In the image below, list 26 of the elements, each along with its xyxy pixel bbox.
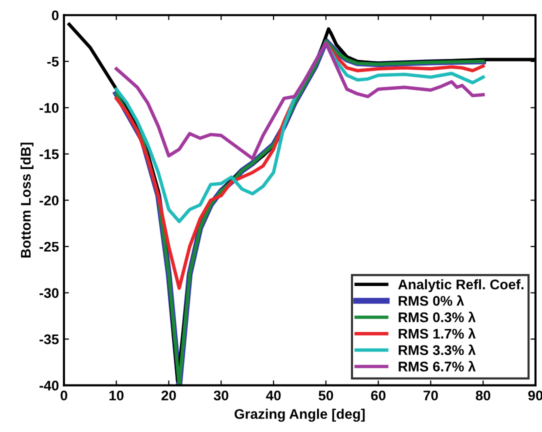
y-tick-label: -10 (40, 103, 59, 113)
y-tick-label: -30 (40, 288, 59, 298)
x-tick-label: 0 (60, 390, 68, 400)
y-tick-label: -35 (40, 334, 59, 344)
legend-label: RMS 1.7% λ (398, 328, 476, 339)
x-tick-label: 70 (424, 390, 438, 400)
y-tick-label: -40 (40, 380, 59, 391)
y-tick-label: -15 (40, 149, 59, 160)
y-tick-label: -20 (40, 196, 59, 206)
x-tick-label: 40 (266, 390, 281, 400)
x-tick-label: 60 (371, 390, 386, 400)
x-tick-label: 80 (476, 390, 490, 400)
x-tick-label: 10 (110, 390, 124, 400)
legend-label: RMS 0.3% λ (398, 312, 476, 322)
x-tick-label: 20 (162, 390, 176, 400)
x-axis-title: Grazing Angle [deg] (234, 408, 365, 422)
y-tick-label: -25 (40, 242, 59, 252)
y-tick-label: -5 (47, 56, 59, 67)
legend-label: RMS 3.3% λ (398, 344, 476, 356)
x-tick-label: 50 (318, 390, 334, 400)
legend-label: RMS 6.7% λ (398, 360, 476, 372)
legend-label: Analytic Refl. Coef. (398, 279, 524, 292)
legend-label: RMS 0% λ (398, 295, 464, 306)
y-tick-label: 0 (52, 10, 59, 20)
y-axis-title: Bottom Loss [dB] (20, 142, 34, 258)
x-tick-label: 30 (214, 390, 228, 400)
